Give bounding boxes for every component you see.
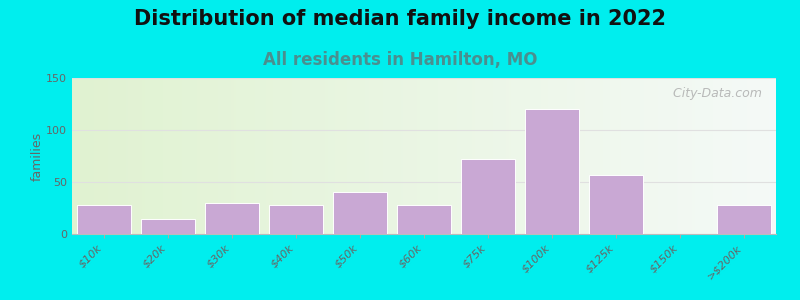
Bar (525, 109, 579, 234)
Text: All residents in Hamilton, MO: All residents in Hamilton, MO (262, 51, 538, 69)
Bar (77, 205, 131, 234)
Bar (141, 219, 195, 234)
Bar (717, 205, 771, 234)
Text: City-Data.com: City-Data.com (665, 87, 762, 101)
Bar (461, 159, 515, 234)
Bar (269, 205, 323, 234)
Bar (589, 175, 643, 234)
Text: Distribution of median family income in 2022: Distribution of median family income in … (134, 9, 666, 29)
Bar (205, 203, 259, 234)
Bar (397, 205, 451, 234)
Bar (333, 192, 387, 234)
Y-axis label: families: families (30, 131, 43, 181)
